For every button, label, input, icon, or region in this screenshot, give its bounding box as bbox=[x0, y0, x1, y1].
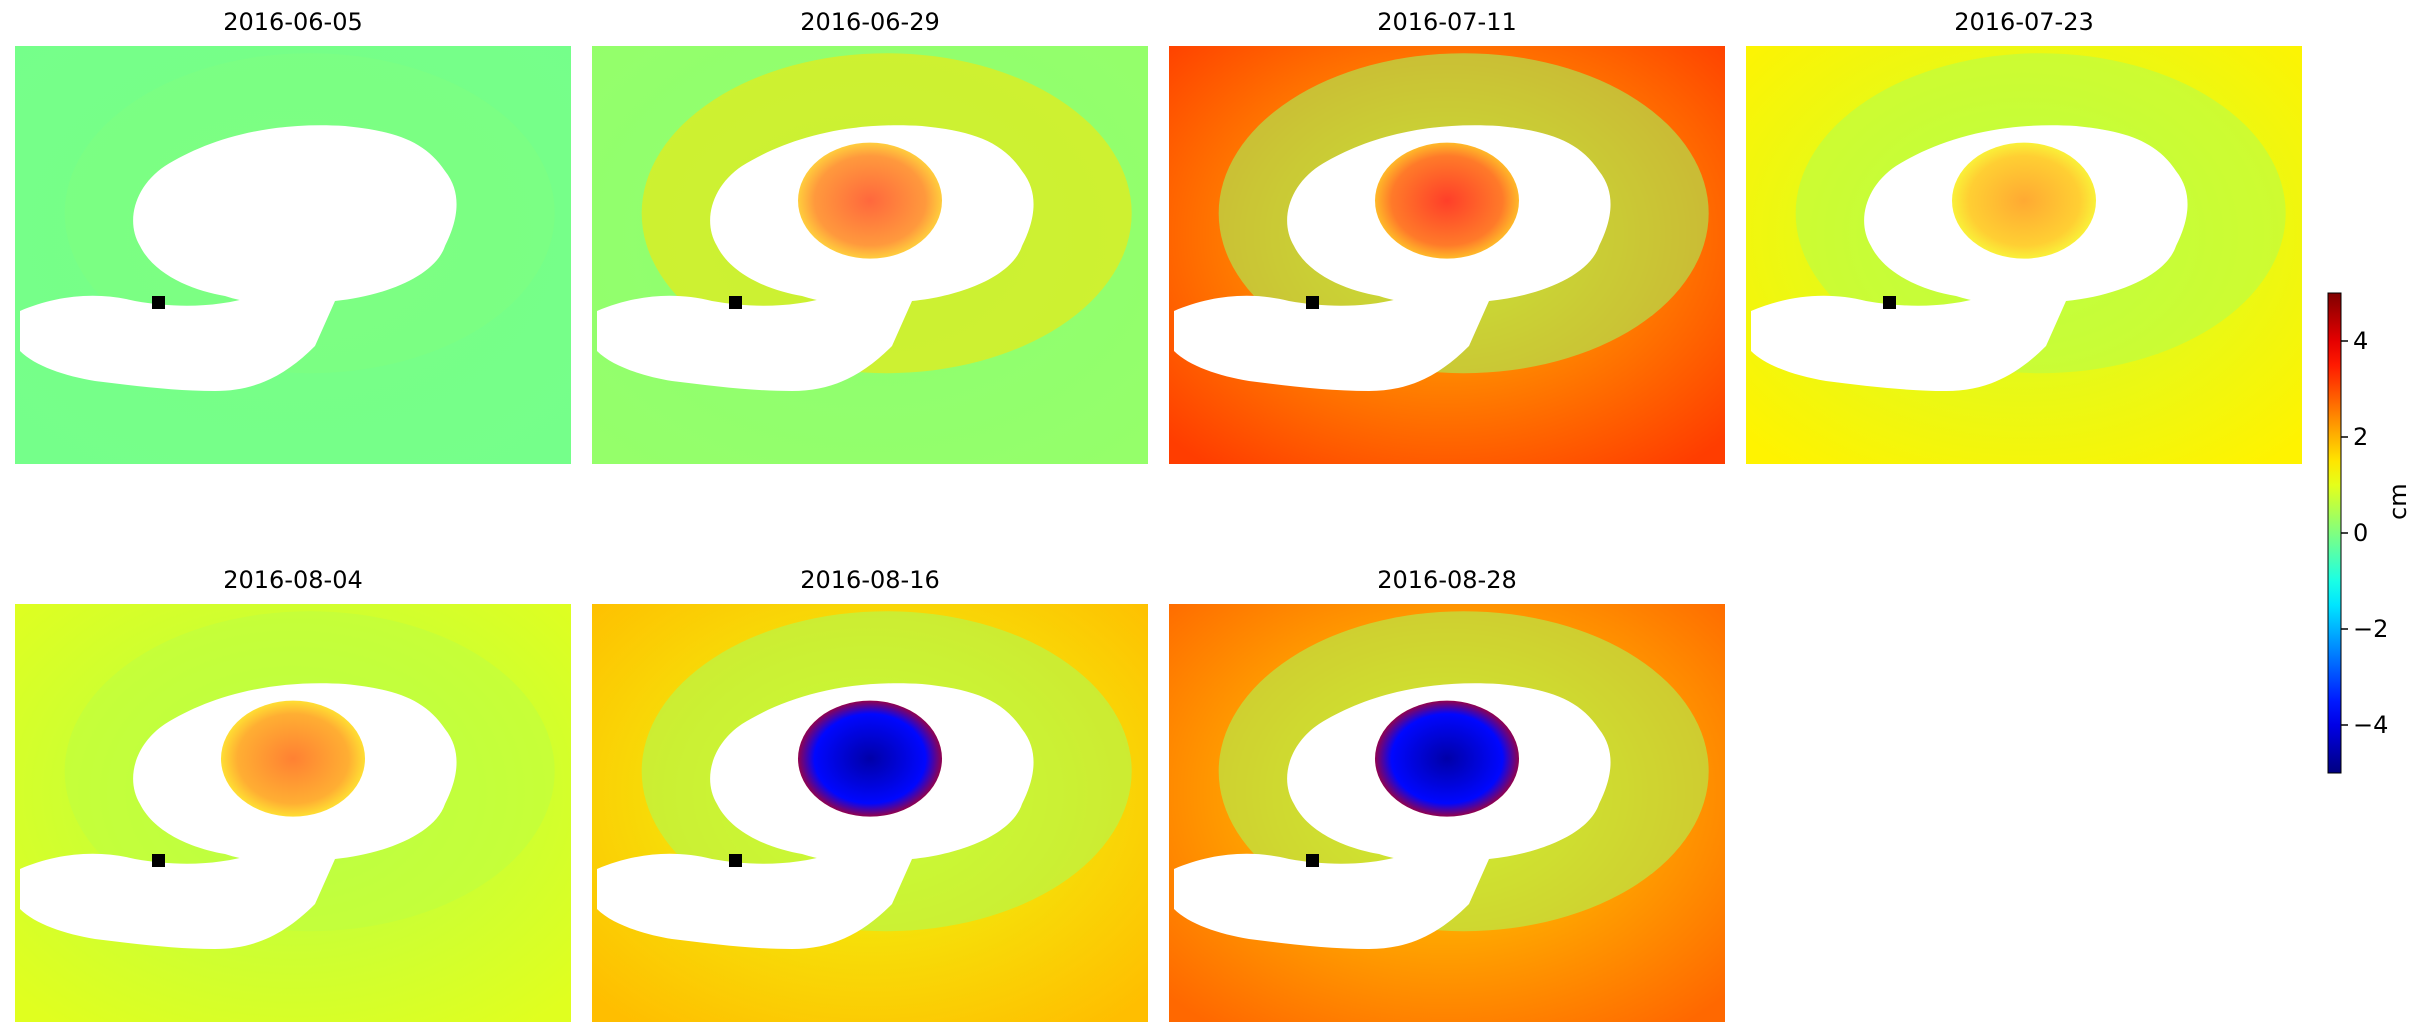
colorbar-gradient bbox=[2327, 292, 2342, 774]
panel-5: 2016-08-16 bbox=[592, 566, 1148, 1022]
reference-point-marker bbox=[152, 854, 165, 867]
masked-lava-field bbox=[1174, 291, 1489, 391]
colorbar-tick-label: 0 bbox=[2353, 519, 2368, 547]
colorbar-label: cm bbox=[2384, 483, 2412, 520]
deformation-map bbox=[592, 46, 1148, 464]
panel-title: 2016-06-05 bbox=[223, 8, 363, 36]
masked-area bbox=[133, 125, 457, 304]
deformation-core bbox=[1375, 700, 1519, 817]
colorbar: −4 −2 0 2 4 bbox=[2324, 291, 2424, 775]
reference-point-marker bbox=[729, 296, 742, 309]
reference-point-marker bbox=[152, 296, 165, 309]
reference-point-marker bbox=[1883, 296, 1896, 309]
panel-title: 2016-07-23 bbox=[1954, 8, 2094, 36]
masked-lava-field bbox=[597, 291, 912, 391]
panel-0: 2016-06-05 bbox=[15, 8, 571, 464]
deformation-map bbox=[1169, 46, 1725, 464]
deformation-core bbox=[1952, 142, 2096, 259]
deformation-map bbox=[1746, 46, 2302, 464]
reference-point-marker bbox=[1306, 296, 1319, 309]
masked-lava-field bbox=[597, 849, 912, 949]
masked-lava-field bbox=[20, 291, 335, 391]
colorbar-tick-label: 2 bbox=[2353, 423, 2368, 451]
reference-point-marker bbox=[729, 854, 742, 867]
colorbar-graphic: −4 −2 0 2 4 bbox=[2327, 292, 2388, 774]
deformation-core bbox=[798, 700, 942, 817]
panel-title: 2016-08-28 bbox=[1377, 566, 1517, 594]
deformation-map bbox=[592, 604, 1148, 1022]
masked-lava-field bbox=[1174, 849, 1489, 949]
masked-lava-field bbox=[1751, 291, 2066, 391]
panel-2: 2016-07-11 bbox=[1169, 8, 1725, 464]
panel-6: 2016-08-28 bbox=[1169, 566, 1725, 1022]
panel-4: 2016-08-04 bbox=[15, 566, 571, 1022]
reference-point-marker bbox=[1306, 854, 1319, 867]
panel-title: 2016-07-11 bbox=[1377, 8, 1517, 36]
colorbar-tick-label: 4 bbox=[2353, 327, 2368, 355]
deformation-core bbox=[1375, 142, 1519, 259]
panel-1: 2016-06-29 bbox=[592, 8, 1148, 464]
deformation-core bbox=[798, 142, 942, 259]
colorbar-tick-label: −2 bbox=[2353, 615, 2388, 643]
deformation-map bbox=[15, 604, 571, 1022]
masked-lava-field bbox=[20, 849, 335, 949]
deformation-map bbox=[15, 46, 571, 464]
panel-title: 2016-08-04 bbox=[223, 566, 363, 594]
colorbar-tick-label: −4 bbox=[2353, 711, 2388, 739]
panel-title: 2016-08-16 bbox=[800, 566, 940, 594]
panel-title: 2016-06-29 bbox=[800, 8, 940, 36]
panel-3: 2016-07-23 bbox=[1746, 8, 2302, 464]
deformation-core bbox=[221, 700, 365, 817]
deformation-map bbox=[1169, 604, 1725, 1022]
